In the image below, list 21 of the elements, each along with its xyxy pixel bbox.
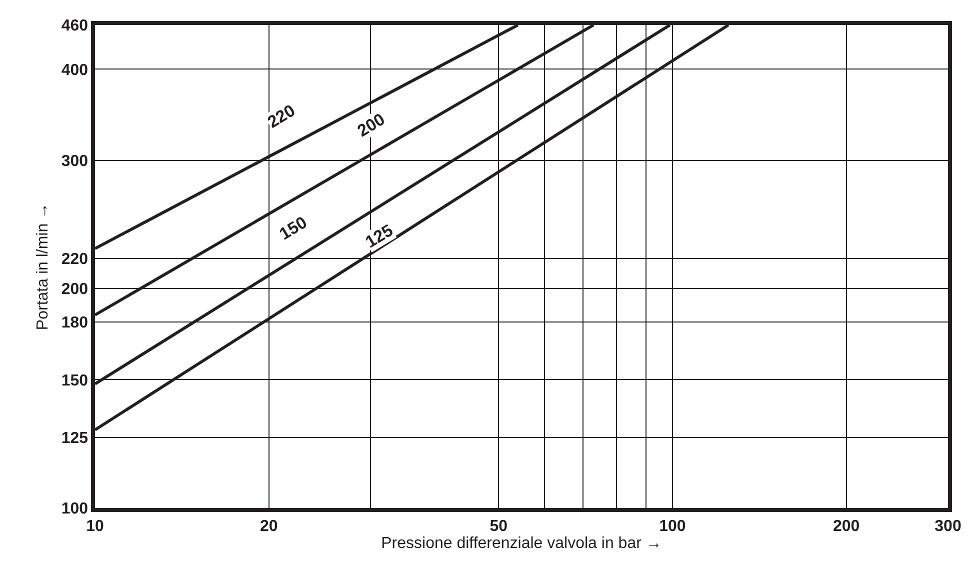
x-tick-label: 50 xyxy=(490,518,508,535)
y-tick-label: 220 xyxy=(61,251,88,268)
y-tick-label: 150 xyxy=(61,372,88,390)
y-tick-label: 125 xyxy=(61,430,88,447)
annotation: 220 xyxy=(264,100,298,132)
x-axis-title: Pressione differenziale valvola in bar → xyxy=(381,535,662,552)
y-axis-title: Portata in l/min → xyxy=(34,202,52,330)
x-tick-label: 100 xyxy=(659,518,686,535)
y-tick-label: 460 xyxy=(61,18,88,35)
x-tick-label: 200 xyxy=(832,518,860,535)
annotation: 150 xyxy=(276,212,310,244)
annotation: 125 xyxy=(362,220,396,252)
y-tick-label: 300 xyxy=(61,152,88,170)
y-tick-label: 180 xyxy=(61,314,88,332)
x-tick-label: 20 xyxy=(260,518,278,535)
annotation: 200 xyxy=(354,110,388,141)
x-tick-label: 10 xyxy=(86,518,104,535)
x-tick-label: 300 xyxy=(934,518,962,535)
y-tick-label: 100 xyxy=(61,500,88,518)
y-tick-label: 200 xyxy=(61,281,88,298)
y-tick-label: 400 xyxy=(61,62,88,79)
